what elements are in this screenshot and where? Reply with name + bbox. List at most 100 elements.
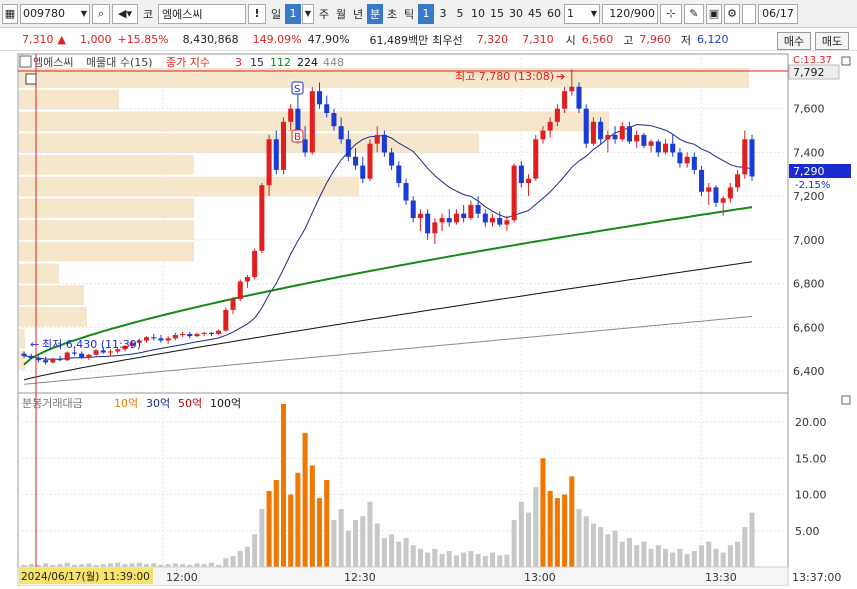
candle-body xyxy=(353,156,359,166)
period-number[interactable]: 1 xyxy=(285,3,301,24)
candle-body xyxy=(403,183,409,201)
candle-body xyxy=(518,165,524,184)
price-axis-label: 6,600 xyxy=(793,321,825,334)
date-field[interactable]: 06/17 xyxy=(758,3,798,24)
legend-ma-15: 15 xyxy=(250,56,264,69)
volume-bar xyxy=(302,432,308,567)
checkbox[interactable] xyxy=(742,3,756,24)
volume-bar xyxy=(324,480,330,567)
volume-bar xyxy=(749,512,755,567)
period-second[interactable]: 초 xyxy=(386,7,398,21)
period-month[interactable]: 월 xyxy=(335,7,347,21)
price-axis-label: 7,200 xyxy=(793,190,825,203)
volume-bar xyxy=(511,519,517,567)
volume-bar xyxy=(598,527,604,567)
interval-45[interactable]: 45 xyxy=(528,7,542,20)
sell-button[interactable]: 매도 xyxy=(815,32,849,50)
grid-lines xyxy=(18,54,788,567)
interval-5[interactable]: 5 xyxy=(456,7,464,20)
period-week[interactable]: 주 xyxy=(318,7,330,21)
high-badge-value: 7,792 xyxy=(793,66,825,79)
buy-button[interactable]: 매수 xyxy=(777,32,811,50)
volume-profile-bar xyxy=(19,220,194,240)
interval-60[interactable]: 60 xyxy=(547,7,561,20)
interval-15[interactable]: 15 xyxy=(490,7,504,20)
candle-body xyxy=(244,277,250,282)
count-value: 120 xyxy=(609,7,631,20)
candle-body xyxy=(64,352,70,361)
candle-body xyxy=(180,333,186,336)
volume-bar xyxy=(273,480,279,567)
interval-30[interactable]: 30 xyxy=(509,7,523,20)
volume-profile-bar xyxy=(19,68,749,88)
crosshair-grid-icon[interactable] xyxy=(25,73,37,85)
period-year[interactable]: 년 xyxy=(352,7,364,21)
volume-bar xyxy=(489,552,496,567)
current-price: 7,310 xyxy=(22,33,54,46)
stock-name-field[interactable]: 엠에스씨 xyxy=(158,3,246,24)
interval-select[interactable]: 1 ▼ xyxy=(564,3,600,24)
volume-panel-toggle-icon[interactable] xyxy=(841,395,851,405)
candle-body xyxy=(266,139,272,186)
interval-10[interactable]: 10 xyxy=(471,7,485,20)
period-minute[interactable]: 분 xyxy=(367,3,383,24)
candle-body xyxy=(122,345,128,350)
interval-1[interactable]: 1 xyxy=(418,3,434,24)
volume-bar xyxy=(670,552,676,567)
candle-body xyxy=(331,113,337,127)
volume-bar xyxy=(187,564,193,567)
speaker-icon[interactable]: ◀▾ xyxy=(112,3,138,24)
volume-bar xyxy=(28,564,34,567)
grid-menu-icon[interactable]: ▦ xyxy=(2,3,18,24)
candle-body xyxy=(569,86,575,92)
volume-bar xyxy=(605,534,611,567)
period-day[interactable]: 일 xyxy=(270,7,282,21)
volume-bar xyxy=(71,564,77,567)
volume-profile-bar xyxy=(19,154,194,175)
open-price: 6,560 xyxy=(581,33,614,46)
volume-bar xyxy=(417,548,423,567)
volume-profile-bar xyxy=(19,133,479,153)
period-tick[interactable]: 틱 xyxy=(403,7,415,21)
high-badge xyxy=(788,64,840,80)
candle-body xyxy=(381,134,387,153)
save-icon[interactable]: ▣ xyxy=(706,3,722,24)
sell-marker-label: S xyxy=(294,84,300,95)
candle-body xyxy=(136,340,142,343)
end-time: 13:37:00 xyxy=(792,571,841,584)
price-panel-toggle-icon[interactable] xyxy=(841,56,851,66)
chevron-down-icon[interactable]: ▼ xyxy=(302,3,314,24)
legend-box-icon[interactable] xyxy=(19,55,32,68)
volume-bar xyxy=(634,545,640,567)
candle-body xyxy=(57,359,63,361)
candle-body xyxy=(396,165,402,184)
low-price: 6,120 xyxy=(697,33,729,46)
tools-icon[interactable]: ✎ xyxy=(684,3,704,24)
volume-profile-bar xyxy=(19,263,59,284)
sell-marker xyxy=(291,81,304,95)
stock-code-field[interactable]: 009780 ▼ xyxy=(20,3,90,24)
interval-3[interactable]: 3 xyxy=(439,7,447,20)
count-field[interactable]: 120/900 xyxy=(602,3,658,24)
volume-bar xyxy=(727,545,733,567)
price-chart[interactable]: 7,600 7,400 7,200 7,000 6,800 6,600 6,400 20.00… xyxy=(0,52,857,587)
volume-axis-label: 20.00 xyxy=(795,416,827,429)
volume: 8,430,868 xyxy=(182,33,239,46)
candle-body xyxy=(562,91,568,109)
candle-body xyxy=(453,213,459,223)
volume-bar xyxy=(122,564,128,567)
legend-ma-3: 3 xyxy=(235,56,242,69)
gear-icon[interactable]: ⚙ xyxy=(724,3,740,24)
volume-bar xyxy=(338,509,344,567)
search-icon[interactable]: ⌕ xyxy=(92,3,110,24)
alert-icon[interactable]: ! xyxy=(248,3,266,24)
time-label-1300: 13:00 xyxy=(524,571,556,584)
volume-bar xyxy=(439,553,445,567)
chevron-down-icon[interactable]: ▼ xyxy=(80,9,87,18)
volume-profile-bar xyxy=(19,241,194,262)
chart-area[interactable]: 7,600 7,400 7,200 7,000 6,800 6,600 6,400 20.00… xyxy=(0,52,857,587)
candle-body xyxy=(699,169,705,192)
chevron-down-icon[interactable]: ▼ xyxy=(590,9,597,18)
candle-body xyxy=(144,337,150,341)
crosshair-icon[interactable]: ⊹ xyxy=(660,3,682,24)
